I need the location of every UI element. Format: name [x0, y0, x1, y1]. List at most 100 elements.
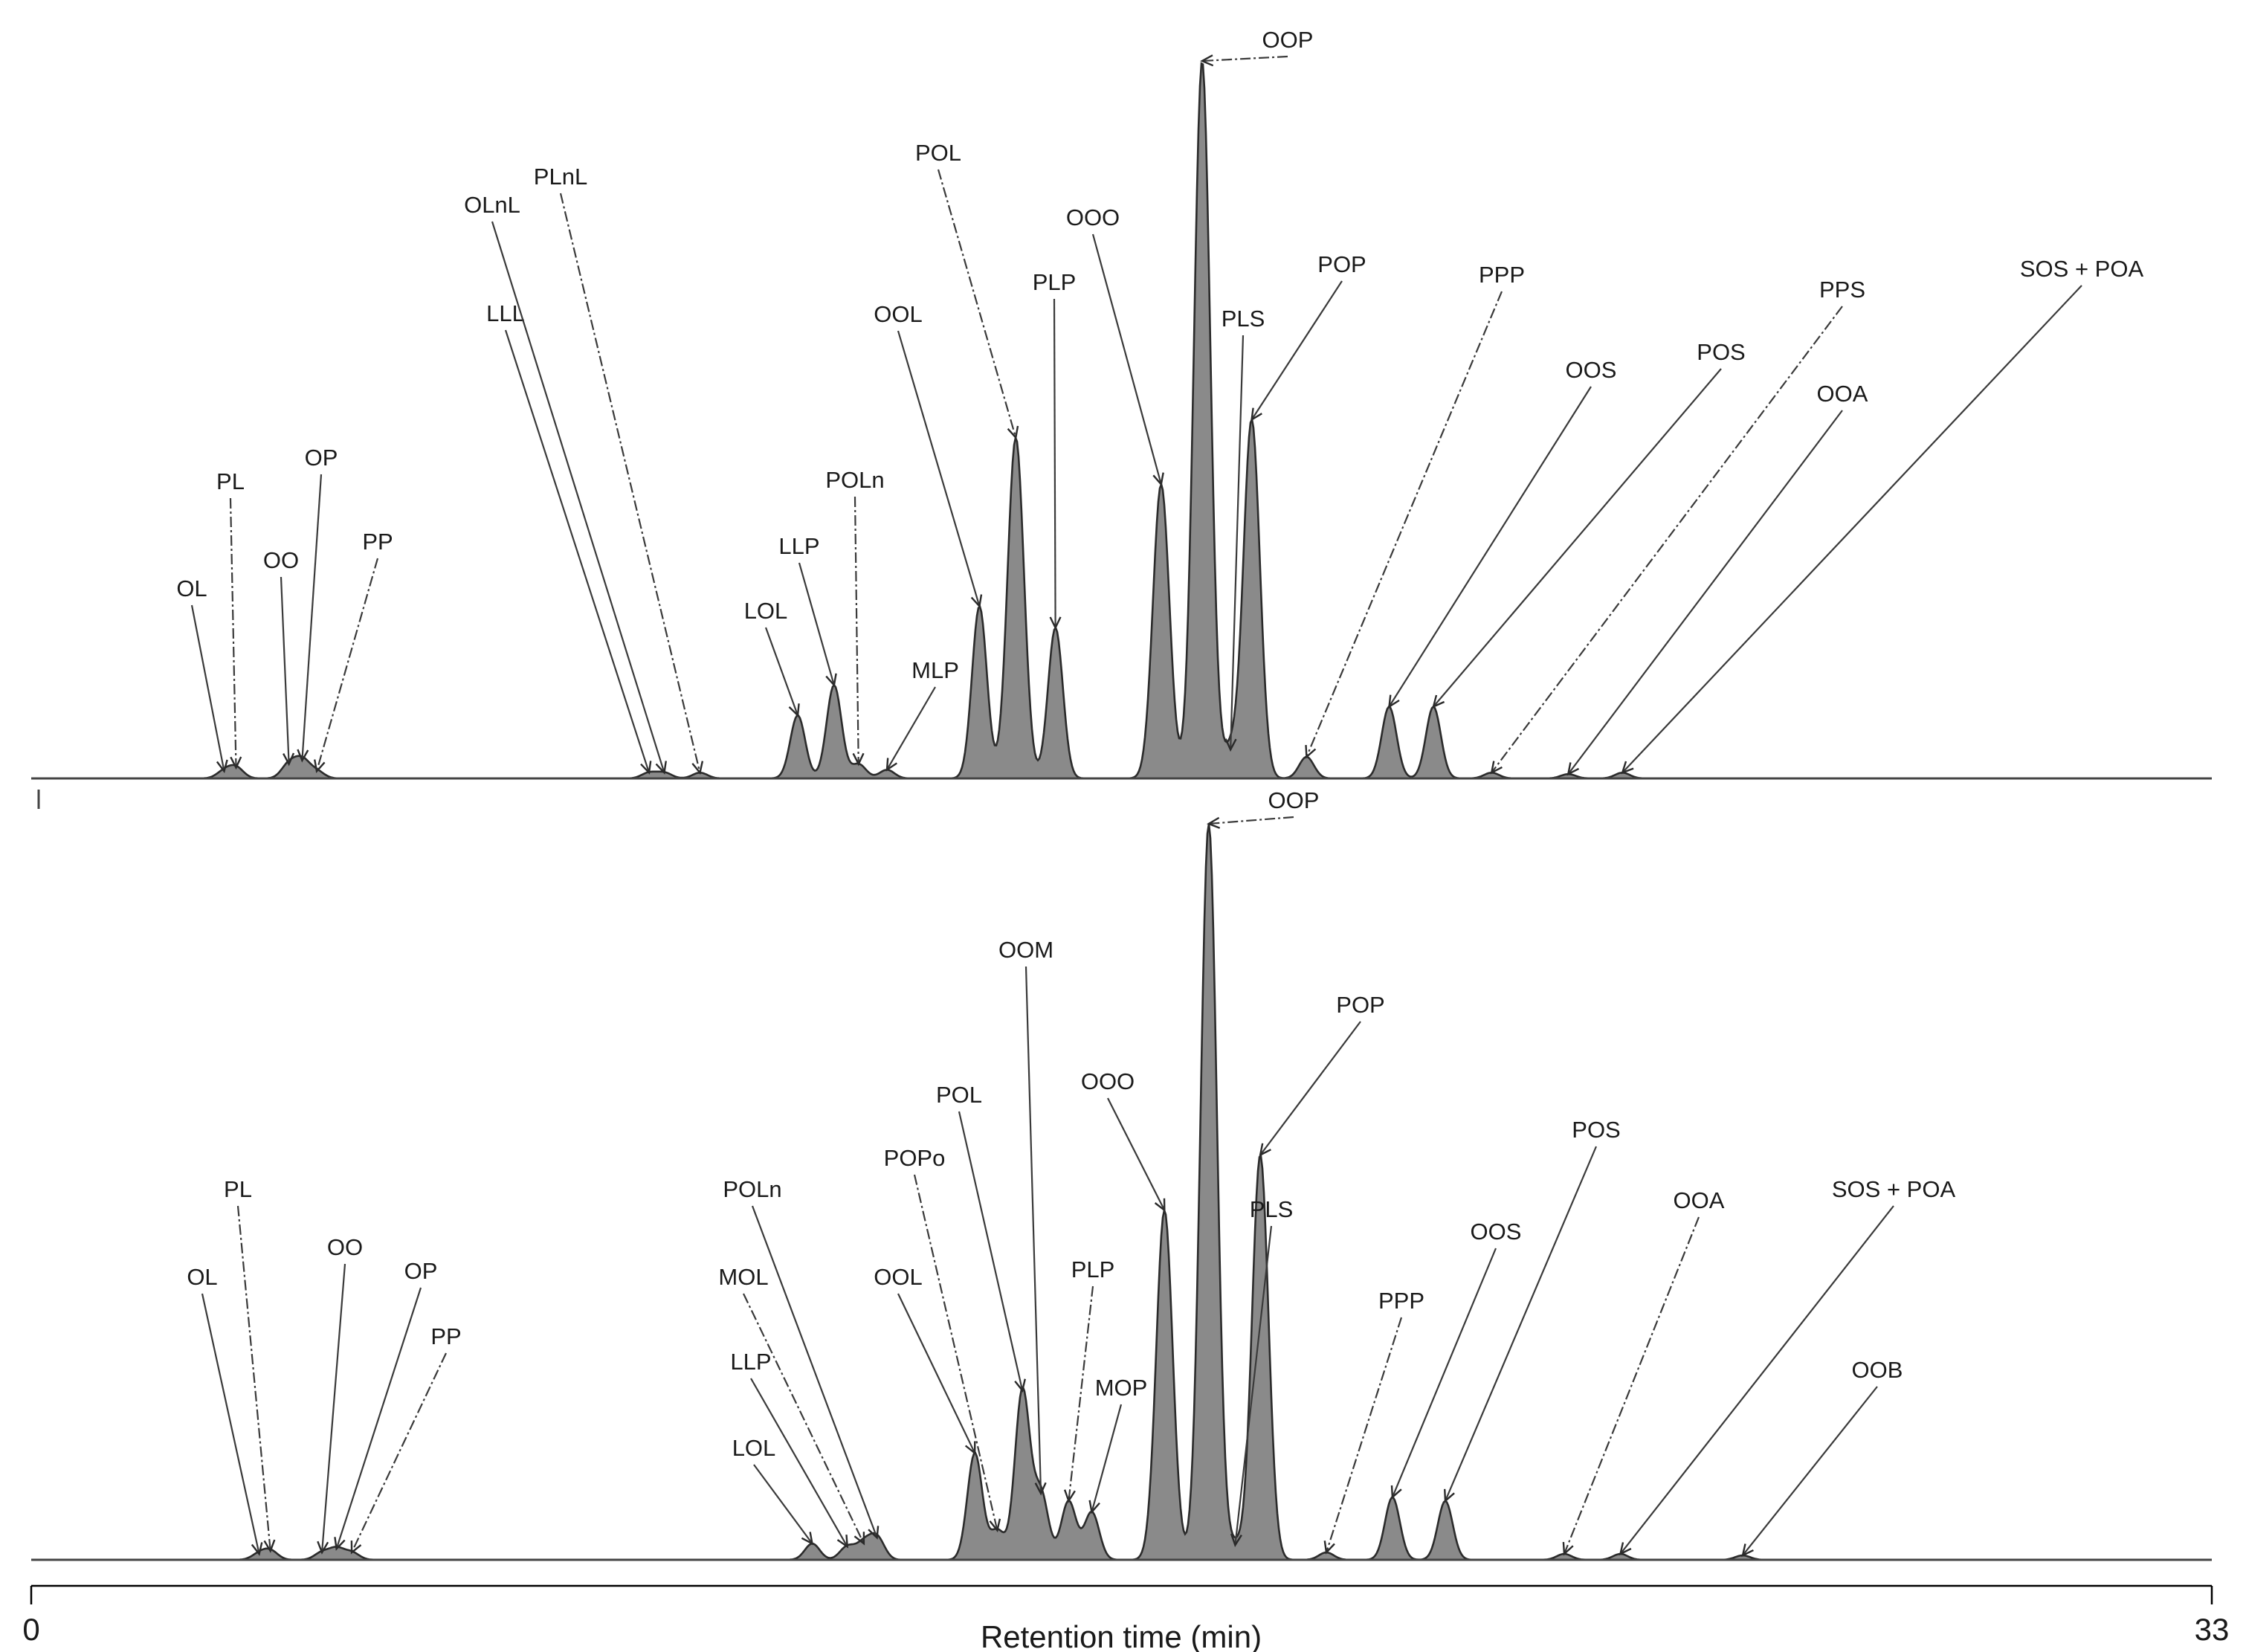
peak-label: PP [362, 529, 393, 555]
chromatogram-bottom-panel: OLPLOOOPPPLOLLLPMOLPOLnOOLPOPoPOLOOMPLPM… [31, 787, 2212, 1561]
peak-leader-line [504, 329, 651, 773]
peak-annotation: OOA [1566, 381, 1868, 776]
peak-leader-line [1208, 816, 1294, 825]
peak-annotation: PP [350, 1323, 462, 1555]
peak-annotation: MOP [1088, 1375, 1147, 1514]
peak-label: POPo [884, 1145, 946, 1171]
peak-arrowhead [317, 1540, 329, 1555]
peak-annotation: LOL [732, 1435, 814, 1546]
peak-label: MOL [718, 1264, 768, 1290]
peak-leader-line [301, 474, 323, 761]
peak-leader-line [798, 562, 835, 685]
peak-leader-line [315, 558, 379, 772]
peak-leader-line [1068, 1285, 1094, 1501]
peak-label: LOL [732, 1435, 776, 1461]
peak-annotation: POLn [825, 467, 885, 767]
peak-arrowhead [350, 1540, 362, 1555]
peak-leader-line [1259, 1021, 1361, 1156]
peak-annotation: PPP [1323, 1288, 1424, 1555]
peak-label: OLnL [464, 192, 520, 218]
peak-arrowhead [1251, 407, 1262, 422]
peak-label: OOP [1262, 27, 1314, 53]
peak-arrowhead [1388, 694, 1400, 709]
peak-label: OOL [874, 301, 922, 327]
peak-arrowhead [640, 761, 652, 775]
peak-label: LLP [730, 1349, 771, 1375]
peak-annotation: POPo [884, 1145, 1001, 1533]
peak-leader-line [1091, 1404, 1123, 1512]
peak-annotation: OOL [874, 301, 983, 609]
peak-annotation: OOP [1207, 787, 1319, 829]
peak-label: OOA [1674, 1187, 1725, 1213]
peak-annotation: LLL [486, 300, 652, 775]
peak-arrowhead [314, 759, 326, 773]
peak-label: POL [915, 140, 961, 166]
peak-label: PLP [1033, 269, 1077, 295]
peak-arrowhead [885, 758, 897, 772]
peak-label: SOS + POA [2020, 256, 2144, 282]
peak-leader-line [320, 1263, 346, 1553]
peak-leader-line [1325, 1317, 1403, 1553]
peak-arrowhead [297, 749, 309, 763]
peak-arrowhead [1200, 54, 1214, 67]
peak-label: OOO [1081, 1068, 1135, 1094]
peak-arrowhead [788, 703, 800, 717]
peak-arrowhead [852, 752, 865, 767]
peak-label: PL [216, 468, 245, 494]
peak-arrowhead [1619, 1542, 1632, 1556]
peak-annotation: OP [297, 445, 338, 763]
peak-label: SOS + POA [1832, 1176, 1956, 1202]
peak-label: PP [430, 1323, 461, 1349]
peak-annotation: PLP [1033, 269, 1077, 630]
peak-label: PLP [1071, 1256, 1115, 1282]
peak-label: OOS [1566, 357, 1617, 383]
peak-leader-line [335, 1287, 422, 1549]
peak-leader-line [1024, 966, 1042, 1494]
peak-label: PLS [1222, 306, 1265, 332]
peak-annotation: OOL [874, 1264, 976, 1455]
peak-annotation: POP [1259, 992, 1385, 1157]
peak-label: OO [263, 547, 299, 573]
peak-leader-line [897, 1293, 976, 1453]
peak-annotation: OOB [1741, 1357, 1903, 1558]
peak-arrowhead [853, 1532, 865, 1546]
peak-label: OOS [1471, 1219, 1522, 1245]
peak-leader-line [1201, 55, 1288, 62]
peak-leader-line [1053, 298, 1056, 628]
peak-arrowhead [1305, 745, 1317, 759]
peak-annotation: POS [1432, 339, 1746, 709]
peak-annotation: PPS [1490, 277, 1865, 775]
peak-arrowhead [1034, 1482, 1047, 1496]
peak-label: PLS [1250, 1196, 1294, 1222]
peak-leader-line [1107, 1097, 1166, 1211]
peak-leader-line [1563, 1216, 1700, 1555]
peak-arrowhead [334, 1537, 346, 1551]
peak-label: PL [224, 1176, 252, 1202]
peak-label: PPP [1479, 262, 1525, 288]
peak-arrowhead [801, 1532, 814, 1546]
peak-label: OOB [1852, 1357, 1903, 1383]
peak-annotation: OOA [1562, 1187, 1725, 1556]
peak-arrowhead [970, 594, 983, 609]
peak-label: LLP [778, 533, 819, 559]
peak-leader-line [1444, 1146, 1598, 1502]
peak-leader-line [886, 686, 936, 770]
peak-arrowhead [655, 761, 667, 775]
peak-arrowhead [251, 1542, 263, 1556]
peak-arrowhead [825, 673, 837, 688]
peak-arrowhead [691, 761, 704, 775]
peak-arrowhead [1741, 1543, 1754, 1558]
peak-leader-line [280, 576, 290, 764]
peak-annotation: LOL [744, 598, 800, 717]
peak-annotation: POL [915, 140, 1019, 440]
peak-annotation: POL [936, 1082, 1026, 1393]
peak-annotation: OOS [1388, 357, 1617, 709]
peak-leader-line [751, 1205, 878, 1538]
peak-annotation: PP [314, 529, 393, 773]
x-axis: 0 33 Retention time (min) [22, 1584, 2229, 1652]
peak-annotation: MOL [718, 1264, 865, 1546]
peak-leader-line [1391, 1248, 1497, 1498]
peak-arrowhead [1323, 1540, 1335, 1555]
peak-leader-line [764, 627, 799, 716]
peak-arrowhead [1390, 1485, 1402, 1500]
